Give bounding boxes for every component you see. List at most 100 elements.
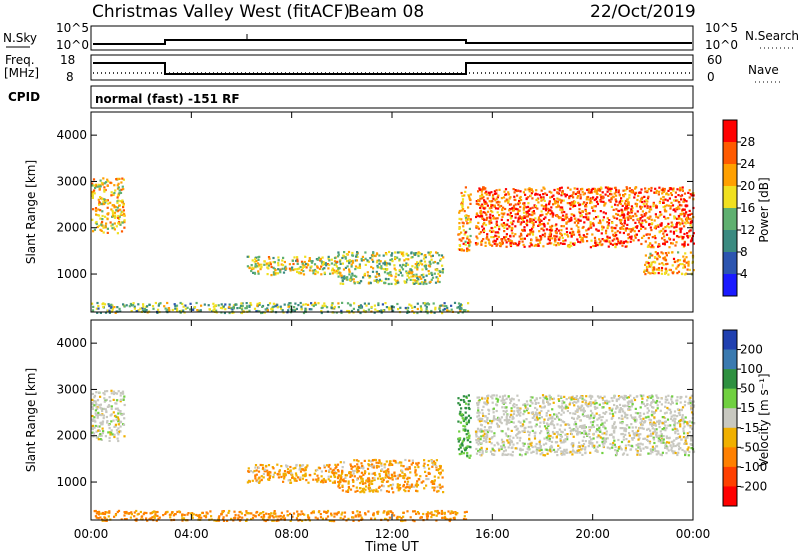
scatter-cell <box>142 303 145 306</box>
scatter-cell <box>591 233 594 236</box>
scatter-cell <box>629 240 632 243</box>
scatter-cell <box>94 186 97 190</box>
scatter-cell <box>612 436 615 439</box>
scatter-cell <box>506 439 509 442</box>
scatter-cell <box>635 226 638 229</box>
scatter-cell <box>490 442 493 445</box>
scatter-cell <box>516 442 519 445</box>
scatter-cell <box>119 425 122 428</box>
scatter-cell <box>466 248 469 251</box>
scatter-cell <box>675 241 678 244</box>
scatter-cell <box>356 251 359 254</box>
scatter-cell <box>672 414 675 417</box>
scatter-cell <box>329 467 332 470</box>
scatter-cell <box>103 190 106 193</box>
scatter-cell <box>550 421 553 424</box>
scatter-cell <box>274 268 277 272</box>
scatter-cell <box>344 256 347 259</box>
scatter-cell <box>672 443 675 446</box>
scatter-cell <box>586 188 589 191</box>
scatter-cell <box>241 302 244 305</box>
scatter-cell <box>371 459 374 462</box>
scatter-cell <box>548 228 551 231</box>
scatter-cell <box>488 193 491 197</box>
scatter-cell <box>495 422 499 425</box>
scatter-cell <box>670 192 673 195</box>
scatter-cell <box>114 206 117 209</box>
scatter-cell <box>530 221 533 224</box>
scatter-cell <box>478 450 481 453</box>
scatter-cell <box>408 459 411 462</box>
scatter-cell <box>101 427 104 430</box>
scatter-cell <box>531 206 534 209</box>
scatter-cell <box>378 472 381 476</box>
scatter-cell <box>636 412 639 415</box>
scatter-cell <box>339 479 342 482</box>
scatter-cell <box>573 221 576 224</box>
scatter-cell <box>660 436 663 439</box>
scatter-cell <box>460 203 463 206</box>
scatter-cell <box>664 267 667 271</box>
scatter-cell <box>649 404 652 407</box>
scatter-cell <box>534 406 537 410</box>
scatter-cell <box>562 199 565 202</box>
scatter-cell <box>323 304 326 308</box>
scatter-cell <box>382 254 385 257</box>
scatter-cell <box>248 266 251 270</box>
scatter-cell <box>461 194 464 198</box>
scatter-cell <box>402 254 405 257</box>
scatter-cell <box>341 301 344 304</box>
scatter-cell <box>117 409 120 412</box>
scatter-cell <box>607 400 610 403</box>
scatter-cell <box>253 307 257 310</box>
scatter-cell <box>371 477 374 480</box>
scatter-cell <box>648 442 651 445</box>
scatter-cell <box>688 268 691 271</box>
scatter-cell <box>287 479 290 482</box>
scatter-cell <box>179 311 182 314</box>
scatter-cell <box>272 261 275 264</box>
scatter-cell <box>414 263 417 266</box>
scatter-cell <box>420 307 423 310</box>
scatter-cell <box>458 238 461 241</box>
scatter-cell <box>114 402 117 405</box>
scatter-cell <box>101 218 104 221</box>
scatter-cell <box>649 245 652 248</box>
scatter-cell <box>595 189 598 192</box>
scatter-cell <box>498 449 501 452</box>
scatter-cell <box>646 233 649 236</box>
scatter-cell <box>462 249 466 252</box>
scatter-cell <box>579 396 582 399</box>
scatter-cell <box>97 198 100 201</box>
scatter-cell <box>509 221 513 224</box>
scatter-cell <box>489 419 492 422</box>
scatter-cell <box>343 480 346 483</box>
scatter-cell <box>642 225 645 228</box>
scatter-cell <box>189 302 192 305</box>
scatter-cell <box>647 427 650 430</box>
scatter-cell <box>669 213 672 216</box>
scatter-cell <box>280 475 283 479</box>
scatter-cell <box>129 302 132 306</box>
scatter-cell <box>664 226 667 229</box>
scatter-cell <box>376 259 379 262</box>
scatter-cell <box>117 418 120 421</box>
scatter-cell <box>611 444 614 447</box>
scatter-cell <box>373 477 376 480</box>
scatter-cell <box>634 411 637 415</box>
scatter-cell <box>528 187 531 190</box>
scatter-cell <box>457 397 460 400</box>
scatter-cell <box>433 260 437 264</box>
scatter-cell <box>502 410 505 413</box>
scatter-cell <box>375 275 378 278</box>
scatter-cell <box>630 228 633 231</box>
scatter-cell <box>384 470 387 473</box>
scatter-cell <box>597 434 600 437</box>
scatter-cell <box>580 237 583 240</box>
scatter-cell <box>511 446 514 449</box>
scatter-cell <box>316 271 319 274</box>
scatter-cell <box>497 443 500 446</box>
scatter-cell <box>462 395 465 398</box>
scatter-cell <box>425 305 428 308</box>
scatter-cell <box>690 443 693 446</box>
